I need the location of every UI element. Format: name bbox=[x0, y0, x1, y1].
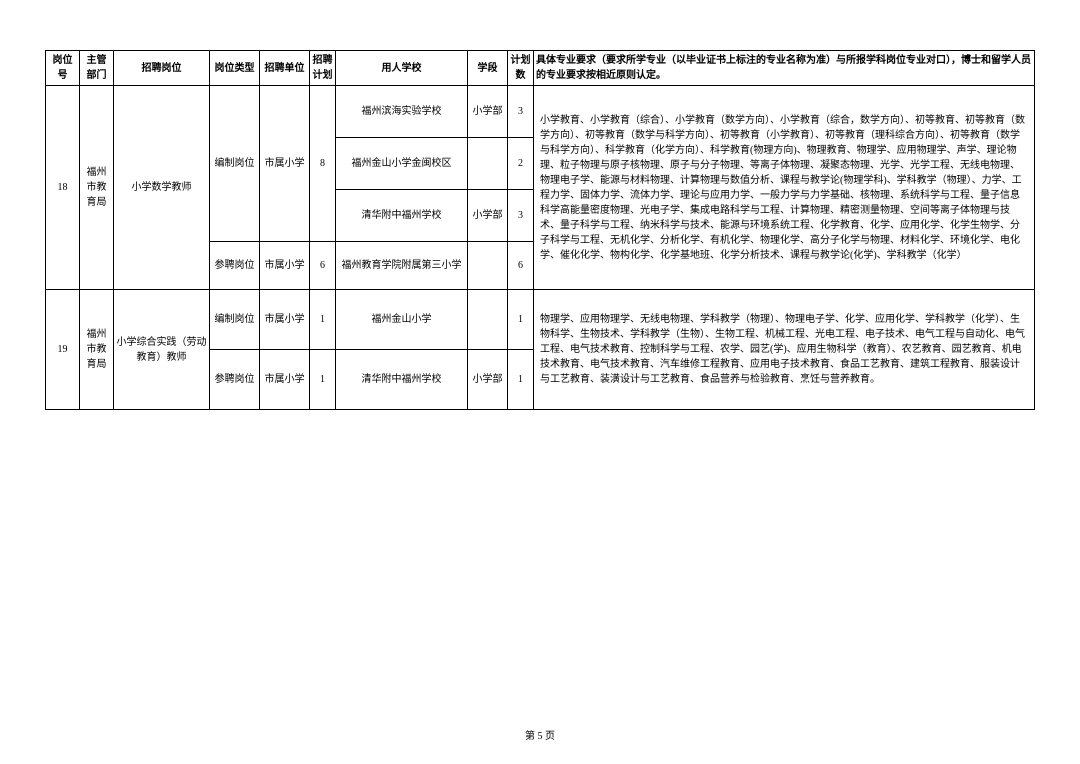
h-plan: 招聘计划 bbox=[310, 51, 336, 86]
table-row: 19 福州市教育局 小学综合实践（劳动教育）教师 编制岗位 市属小学 1 福州金… bbox=[46, 290, 1035, 350]
h-dept: 主管部门 bbox=[80, 51, 114, 86]
cell-pos: 小学数学教师 bbox=[114, 86, 210, 290]
cell-num: 3 bbox=[508, 190, 534, 242]
cell-type: 编制岗位 bbox=[210, 290, 260, 350]
cell-dept: 福州市教育局 bbox=[80, 86, 114, 290]
h-req: 具体专业要求（要求所学专业（以毕业证书上标注的专业名称为准）与所报学科岗位专业对… bbox=[534, 51, 1035, 86]
cell-pos: 小学综合实践（劳动教育）教师 bbox=[114, 290, 210, 410]
cell-stage bbox=[468, 242, 508, 290]
h-sch: 用人学校 bbox=[336, 51, 468, 86]
cell-stage: 小学部 bbox=[468, 350, 508, 410]
cell-unit: 市属小学 bbox=[260, 290, 310, 350]
cell-num: 1 bbox=[508, 350, 534, 410]
cell-dept: 福州市教育局 bbox=[80, 290, 114, 410]
cell-type: 编制岗位 bbox=[210, 86, 260, 242]
cell-num: 2 bbox=[508, 138, 534, 190]
cell-type: 参聘岗位 bbox=[210, 242, 260, 290]
cell-num: 3 bbox=[508, 86, 534, 138]
cell-unit: 市属小学 bbox=[260, 350, 310, 410]
page-footer: 第 5 页 bbox=[0, 727, 1080, 742]
h-type: 岗位类型 bbox=[210, 51, 260, 86]
cell-id: 18 bbox=[46, 86, 80, 290]
h-id: 岗位号 bbox=[46, 51, 80, 86]
recruitment-table: 岗位号 主管部门 招聘岗位 岗位类型 招聘单位 招聘计划 用人学校 学段 计划数… bbox=[45, 50, 1035, 410]
cell-num: 1 bbox=[508, 290, 534, 350]
cell-school: 福州金山小学 bbox=[336, 290, 468, 350]
cell-stage: 小学部 bbox=[468, 86, 508, 138]
cell-stage: 小学部 bbox=[468, 190, 508, 242]
cell-plan: 1 bbox=[310, 350, 336, 410]
cell-unit: 市属小学 bbox=[260, 86, 310, 242]
cell-stage bbox=[468, 290, 508, 350]
cell-type: 参聘岗位 bbox=[210, 350, 260, 410]
cell-school: 清华附中福州学校 bbox=[336, 350, 468, 410]
cell-school: 福州滨海实验学校 bbox=[336, 86, 468, 138]
h-unit: 招聘单位 bbox=[260, 51, 310, 86]
cell-unit: 市属小学 bbox=[260, 242, 310, 290]
h-stage: 学段 bbox=[468, 51, 508, 86]
cell-school: 福州金山小学金闽校区 bbox=[336, 138, 468, 190]
h-pos: 招聘岗位 bbox=[114, 51, 210, 86]
h-num: 计划数 bbox=[508, 51, 534, 86]
cell-school: 福州教育学院附属第三小学 bbox=[336, 242, 468, 290]
cell-plan: 1 bbox=[310, 290, 336, 350]
cell-id: 19 bbox=[46, 290, 80, 410]
cell-req: 物理学、应用物理学、无线电物理、学科教学（物理）、物理电子学、化学、应用化学、学… bbox=[534, 290, 1035, 410]
cell-req: 小学教育、小学教育（综合）、小学教育（数学方向）、小学教育（综合，数学方向）、初… bbox=[534, 86, 1035, 290]
cell-stage bbox=[468, 138, 508, 190]
cell-plan: 8 bbox=[310, 86, 336, 242]
table-row: 18 福州市教育局 小学数学教师 编制岗位 市属小学 8 福州滨海实验学校 小学… bbox=[46, 86, 1035, 138]
cell-num: 6 bbox=[508, 242, 534, 290]
cell-school: 清华附中福州学校 bbox=[336, 190, 468, 242]
cell-plan: 6 bbox=[310, 242, 336, 290]
header-row: 岗位号 主管部门 招聘岗位 岗位类型 招聘单位 招聘计划 用人学校 学段 计划数… bbox=[46, 51, 1035, 86]
